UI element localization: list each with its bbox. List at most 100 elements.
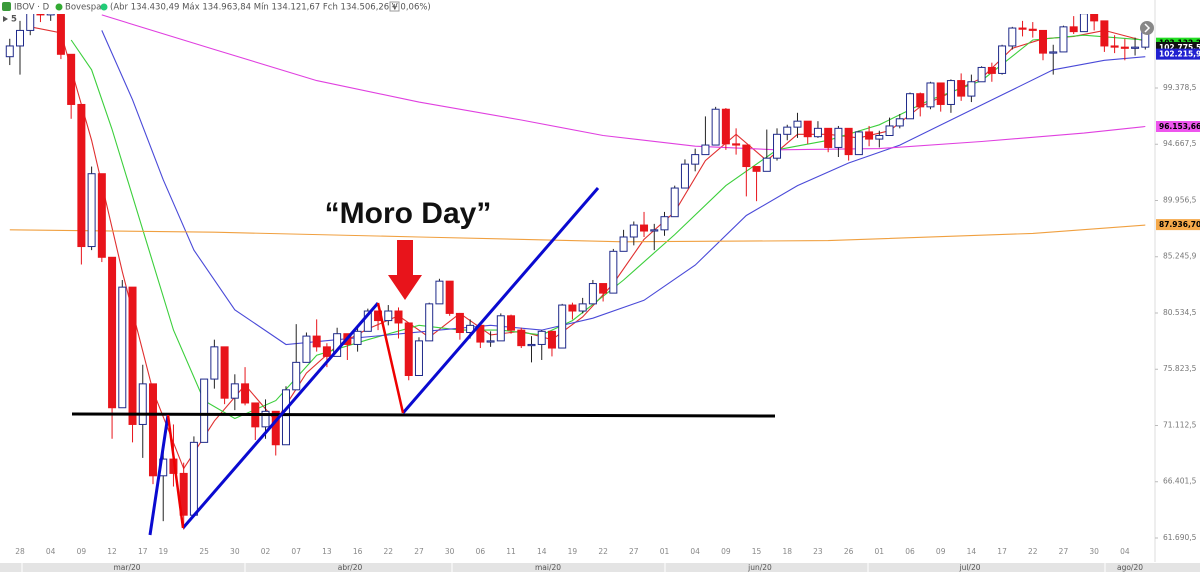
y-tick-label: 75.823,5: [1163, 364, 1197, 373]
candle-body: [967, 81, 976, 97]
candle-body: [312, 335, 321, 348]
candle-body: [987, 66, 996, 74]
candle-body: [363, 310, 372, 332]
x-tick-label: 06: [905, 547, 915, 556]
status-icon: [100, 3, 108, 11]
candle-body: [445, 280, 454, 314]
x-tick-label: 30: [445, 547, 455, 556]
candle-body: [496, 315, 505, 342]
scroll-button[interactable]: [1140, 21, 1154, 35]
candle-body: [547, 330, 556, 349]
y-tick-label: 94.667,5: [1163, 139, 1197, 148]
candle-body: [322, 346, 331, 357]
candle-body: [588, 283, 597, 305]
moving-average: [30, 26, 1146, 470]
candle-body: [261, 410, 270, 428]
price-badge-label: 102.775,55: [1159, 43, 1200, 52]
candle-body: [1079, 14, 1088, 33]
header: IBOV · D Bovespa (Abr 134.430,49 Máx 134…: [0, 0, 1154, 35]
add-icon: +: [391, 3, 398, 13]
candle-body: [56, 14, 65, 55]
trend-line: [401, 187, 600, 414]
candle-body: [680, 163, 689, 189]
candle-body: [793, 120, 802, 128]
drawings: “Moro Day”: [71, 187, 776, 536]
candle-body: [916, 93, 925, 108]
x-tick-label: 18: [782, 547, 792, 556]
candle-body: [302, 335, 311, 363]
candle-body: [16, 29, 24, 47]
x-tick-label: 07: [291, 547, 301, 556]
candle-body: [1069, 26, 1078, 33]
x-tick-label: 16: [353, 547, 363, 556]
month-label: mar/20: [113, 563, 140, 572]
price-badge: [1156, 41, 1200, 53]
y-tick-label: 99.378,5: [1163, 83, 1197, 92]
x-tick-label: 22: [384, 547, 394, 556]
candle-body: [425, 303, 434, 342]
candle-body: [854, 131, 863, 156]
x-tick-label: 26: [844, 547, 854, 556]
x-tick-label: 01: [875, 547, 885, 556]
candle-body: [1018, 27, 1027, 30]
trend-line: [148, 414, 170, 536]
candle-body: [517, 329, 526, 347]
plot-area: [5, 14, 1150, 530]
support-line: [71, 412, 776, 418]
moving-average: [101, 30, 1146, 346]
x-tick-label: 17: [997, 547, 1007, 556]
x-tick-label: 30: [1089, 547, 1099, 556]
pullback-line: [376, 302, 405, 414]
candle-body: [906, 93, 915, 120]
trend-line: [181, 302, 380, 529]
x-axis: 28 04 09 12 17 19 25 30 02 07 13 16 22 27 30 06 11 14 19 22…: [15, 547, 1143, 572]
x-tick-label: 11: [506, 547, 516, 556]
candle-body: [1131, 46, 1140, 49]
candle-body: [783, 126, 792, 135]
candle-body: [148, 383, 157, 477]
arrow: [388, 240, 422, 300]
price-badge-label: 87.936,70: [1159, 220, 1200, 229]
candle-body: [414, 340, 423, 376]
candle-body: [241, 383, 250, 404]
candle-body: [998, 45, 1007, 74]
candle-body: [87, 173, 96, 248]
candle-body: [824, 127, 833, 148]
x-tick-label: 17: [138, 547, 148, 556]
x-tick-label: 04: [1120, 547, 1130, 556]
candle-body: [558, 304, 567, 349]
price-badge: [1156, 121, 1200, 133]
candle-body: [936, 82, 945, 105]
candle-body: [640, 224, 649, 232]
month-label: jul/20: [959, 563, 981, 572]
quote: (Abr 134.430,49 Máx 134.963,84 Mín 134.1…: [110, 3, 431, 13]
scroll-icon: [1144, 23, 1151, 33]
x-tick-label: 02: [261, 547, 271, 556]
add-button[interactable]: [389, 1, 400, 12]
candle-body: [1049, 51, 1058, 54]
header-bg: [0, 0, 420, 14]
x-tick-label: 28: [15, 547, 25, 556]
candle-body: [67, 53, 76, 105]
x-tick-label: 27: [1059, 547, 1069, 556]
candle-body: [701, 144, 710, 156]
candle-body: [609, 250, 618, 294]
candle-body: [179, 472, 188, 516]
candle-body: [629, 224, 638, 238]
candle-body: [619, 236, 628, 252]
candle-body: [885, 125, 894, 137]
moving-average: [9, 224, 1146, 243]
annotation: “Moro Day”: [325, 197, 492, 230]
candle-body: [977, 66, 986, 83]
y-tick-label: 89.956,5: [1163, 195, 1197, 204]
candle-body: [946, 80, 955, 105]
candle-body: [670, 187, 679, 218]
candle-body: [813, 127, 822, 138]
candle-body: [230, 383, 239, 399]
month-label: mai/20: [535, 563, 561, 572]
candle-body: [599, 283, 608, 294]
candle-body: [384, 310, 393, 322]
moving-average: [101, 14, 1146, 151]
x-tick-label: 09: [721, 547, 731, 556]
